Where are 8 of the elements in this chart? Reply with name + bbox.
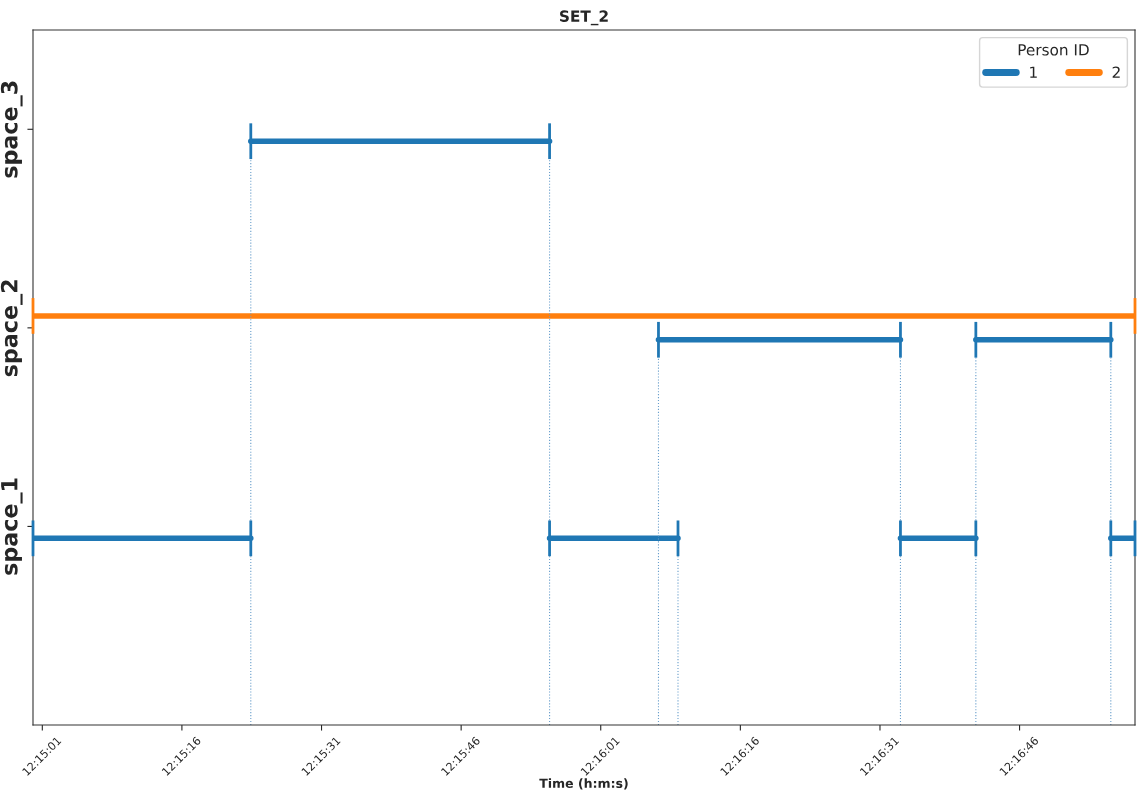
y-tick-label: space_2 <box>0 280 23 377</box>
legend-label: 2 <box>1112 66 1120 78</box>
y-tick-label: space_3 <box>0 81 23 178</box>
legend-title: Person ID <box>1018 44 1089 56</box>
chart-title: SET_2 <box>560 10 608 26</box>
legend-label: 1 <box>1030 66 1037 78</box>
y-tick-label: space_1 <box>1 478 23 575</box>
x-axis-title: Time (h:m:s) <box>539 778 628 790</box>
